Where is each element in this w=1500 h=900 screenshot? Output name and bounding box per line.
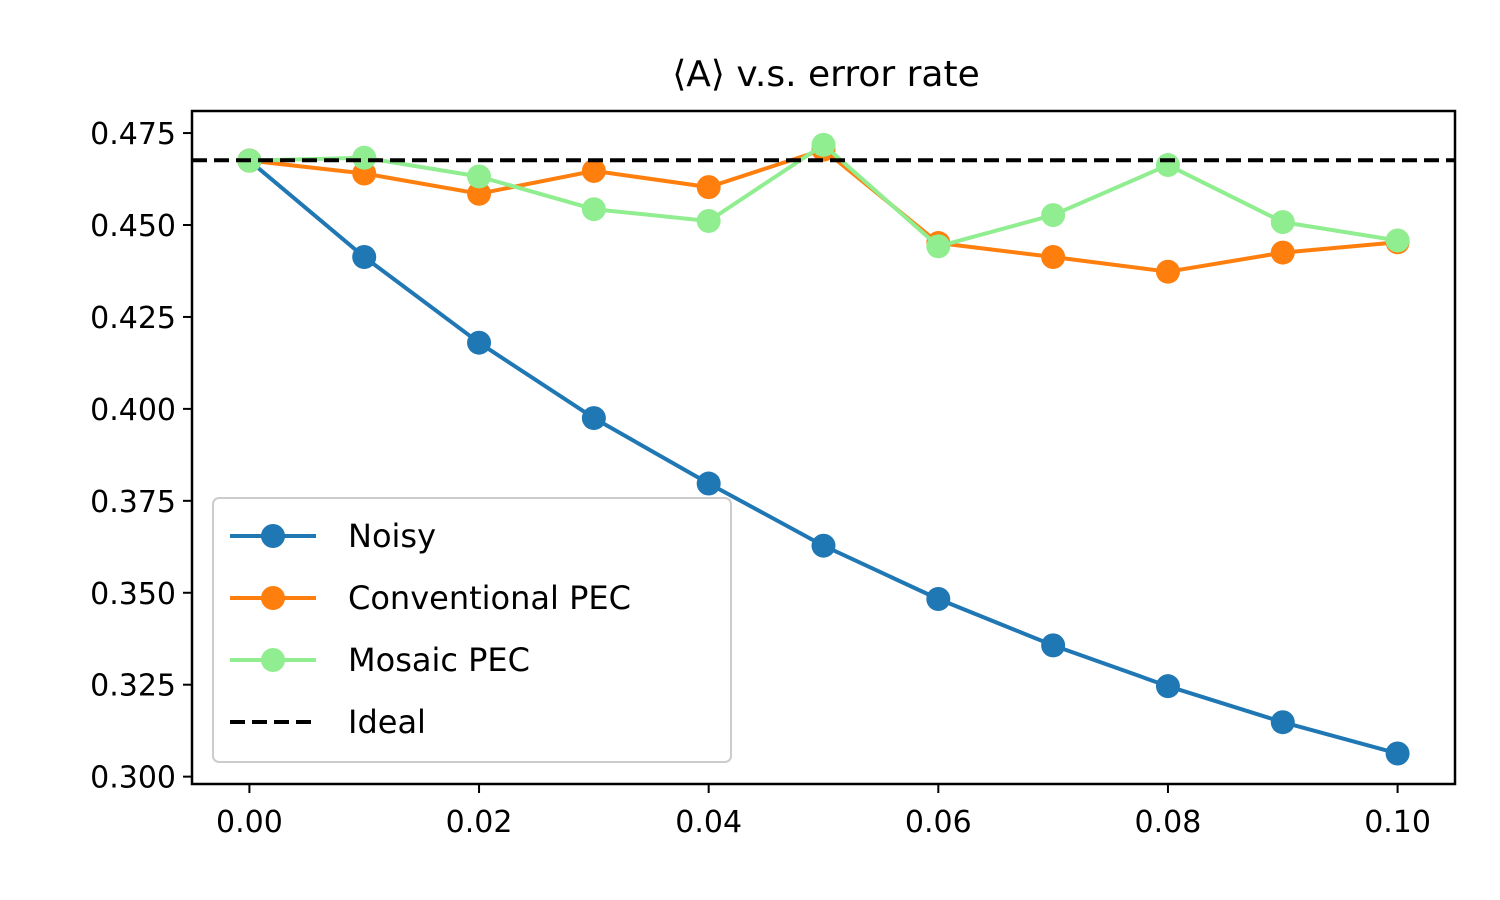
data-point-mosaic-pec (1155, 153, 1180, 178)
x-tick-label: 0.10 (1364, 805, 1431, 840)
data-point-noisy (1041, 633, 1066, 658)
data-point-noisy (1270, 710, 1295, 735)
x-tick-label: 0.06 (905, 805, 972, 840)
legend-box (212, 497, 732, 763)
data-point-mosaic-pec (926, 234, 951, 259)
data-point-noisy (811, 533, 836, 558)
data-point-conventional-pec (467, 181, 492, 206)
y-tick-label: 0.325 (90, 669, 176, 704)
x-tick-label: 0.04 (675, 805, 742, 840)
data-point-noisy (467, 330, 492, 355)
x-tick-label: 0.00 (216, 805, 283, 840)
data-point-noisy (581, 406, 606, 431)
legend-marker-conventional-pec (261, 586, 285, 610)
data-point-conventional-pec (1155, 259, 1180, 284)
y-tick-label: 0.350 (90, 577, 176, 612)
y-tick-label: 0.300 (90, 761, 176, 796)
data-point-mosaic-pec (581, 197, 606, 222)
legend-label-conventional-pec: Conventional PEC (348, 579, 631, 617)
y-tick-label: 0.425 (90, 301, 176, 336)
legend-label-ideal: Ideal (348, 703, 426, 741)
legend-label-noisy: Noisy (348, 517, 436, 555)
data-point-noisy (1385, 741, 1410, 766)
y-tick-label: 0.475 (90, 117, 176, 152)
legend-marker-noisy (261, 524, 285, 548)
axes-frame (190, 109, 1457, 786)
axes: 0.00 0.02 0.04 0.06 0.08 0.10 0.300 0.325 0.350 0… (90, 109, 1457, 840)
data-point-mosaic-pec (696, 208, 721, 233)
data-point-mosaic-pec (352, 145, 377, 170)
data-point-mosaic-pec (1385, 228, 1410, 253)
data-point-noisy (926, 587, 951, 612)
data-point-conventional-pec (696, 175, 721, 200)
data-point-conventional-pec (581, 158, 606, 183)
data-point-conventional-pec (1270, 240, 1295, 265)
x-tick-label: 0.08 (1135, 805, 1202, 840)
legend-marker-mosaic-pec (261, 648, 285, 672)
legend: Noisy Conventional PEC Mosaic PEC Ideal (212, 497, 732, 763)
data-point-mosaic-pec (467, 164, 492, 189)
y-tick-label: 0.400 (90, 393, 176, 428)
data-point-noisy (352, 245, 377, 270)
y-tick-label: 0.375 (90, 485, 176, 520)
plot-area (192, 132, 1455, 766)
data-point-noisy (696, 471, 721, 496)
data-point-mosaic-pec (1270, 210, 1295, 235)
x-tick-label: 0.02 (446, 805, 513, 840)
chart-title: ⟨A⟩ v.s. error rate (672, 54, 979, 95)
data-point-mosaic-pec (1041, 203, 1066, 228)
y-tick-label: 0.450 (90, 209, 176, 244)
data-point-noisy (1155, 674, 1180, 699)
data-point-mosaic-pec (811, 132, 836, 157)
data-point-conventional-pec (1041, 245, 1066, 270)
legend-label-mosaic-pec: Mosaic PEC (348, 641, 530, 679)
